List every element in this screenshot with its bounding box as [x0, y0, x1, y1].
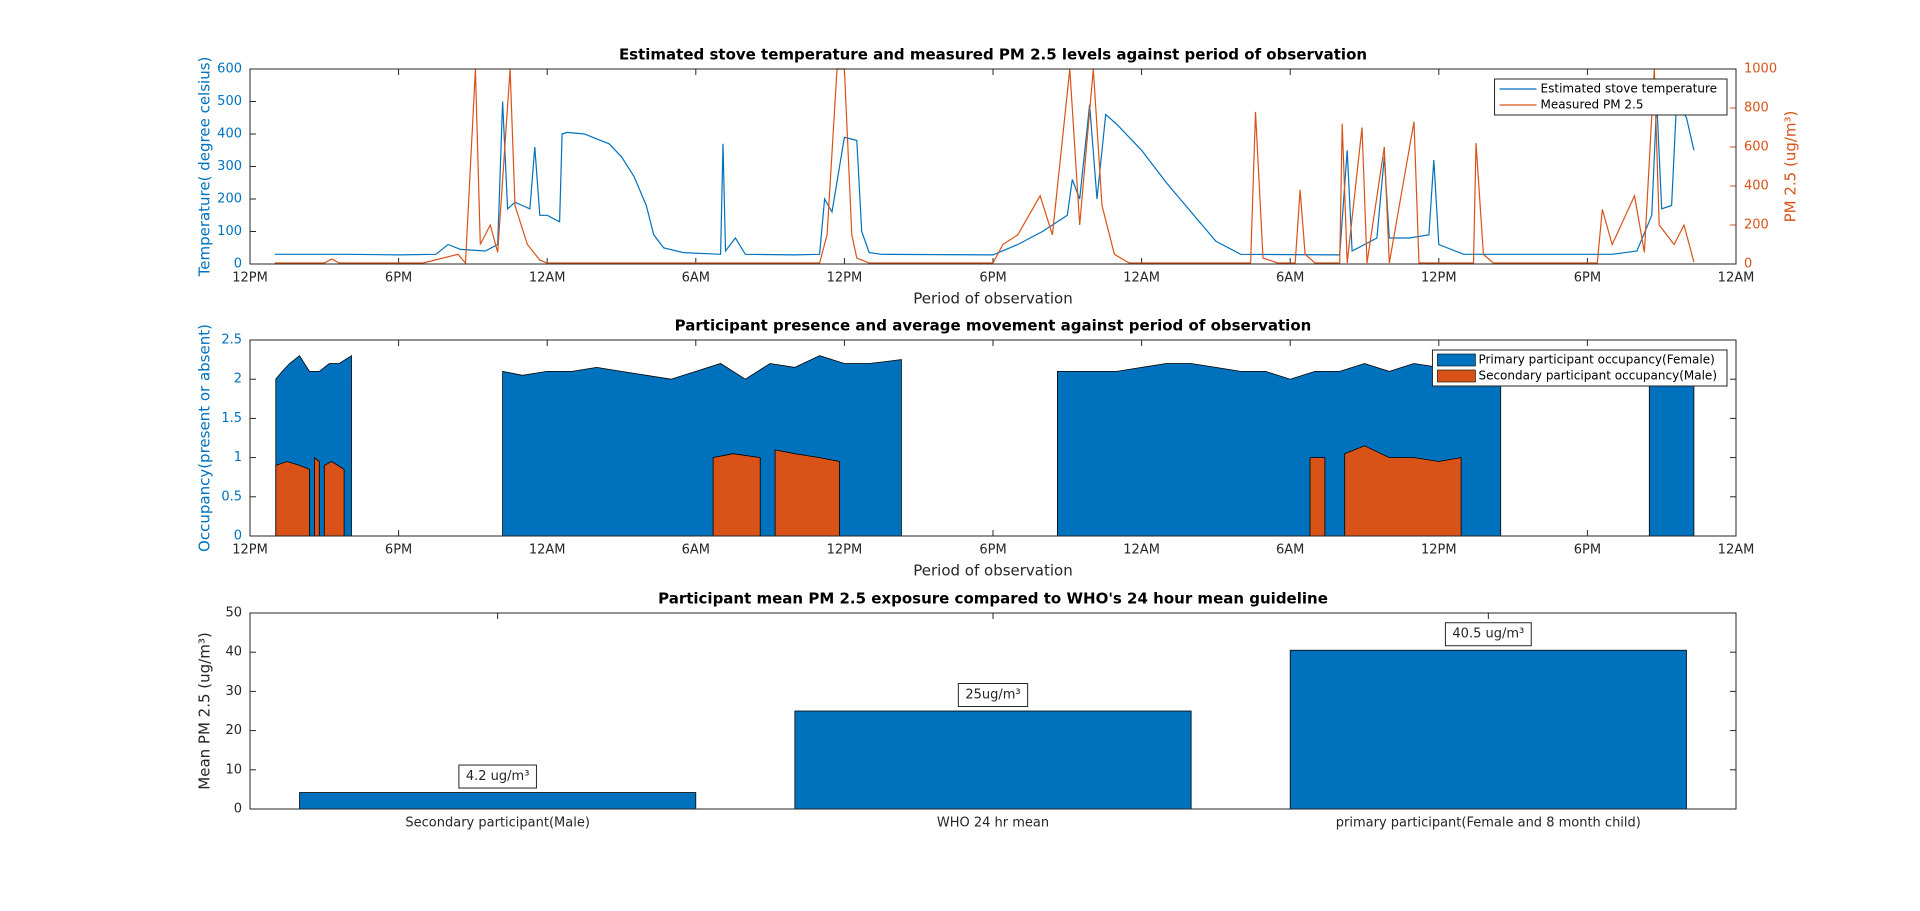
x-tick-label: 6PM	[979, 543, 1006, 558]
value-label-box	[458, 764, 537, 789]
panel: Participant presence and average movemen…	[196, 317, 1755, 580]
area-series	[275, 354, 1695, 537]
legend-label: Estimated stove temperature	[1541, 82, 1717, 96]
value-label: 40.5 ug/m³	[1452, 627, 1524, 642]
y-tick-label: 400	[217, 127, 242, 142]
x-tick-label: 12PM	[232, 271, 268, 286]
x-tick-label: 6PM	[1574, 543, 1601, 558]
x-tick-label: 12PM	[827, 543, 863, 558]
chart-title: Estimated stove temperature and measured…	[619, 46, 1367, 64]
x-tick-label: 6PM	[979, 271, 1006, 286]
value-label: 4.2 ug/m³	[466, 769, 530, 784]
y-tick-label: 0.5	[221, 489, 242, 504]
legend-label: Primary participant occupancy(Female)	[1478, 353, 1714, 367]
legend: Primary participant occupancy(Female) Sec…	[1431, 349, 1728, 387]
x-tick-label: 6PM	[385, 543, 412, 558]
legend-swatch	[1437, 353, 1476, 367]
x-tick-label: 6AM	[1276, 271, 1304, 286]
axes-box	[249, 339, 1737, 537]
x-tick-label: 12PM	[1421, 271, 1457, 286]
value-label: 25ug/m³	[965, 688, 1020, 703]
x-tick-label: 12PM	[232, 543, 268, 558]
y-tick-label: 30	[225, 684, 242, 699]
x-tick-label: 6AM	[1276, 543, 1304, 558]
x-tick-label: 6AM	[682, 543, 710, 558]
y-axis-label: Mean PM 2.5 (ug/m³)	[196, 632, 214, 789]
y-tick-label: 40	[225, 645, 242, 660]
bar	[299, 792, 697, 810]
y-tick-label: 20	[225, 723, 242, 738]
legend-swatch	[1437, 369, 1476, 383]
x-tick-label: 12PM	[827, 271, 863, 286]
y2-tick-label: 600	[1744, 140, 1769, 155]
x-tick-label: 12PM	[1421, 543, 1457, 558]
bar	[794, 710, 1192, 810]
chart-title: Participant presence and average movemen…	[675, 317, 1312, 335]
x-tick-label: 12AM	[1718, 543, 1755, 558]
legend-label: Secondary participant occupancy(Male)	[1478, 369, 1717, 383]
legend-label: Measured PM 2.5	[1541, 98, 1644, 112]
panel: Participant mean PM 2.5 exposure compare…	[196, 590, 1737, 831]
y2-tick-label: 0	[1744, 257, 1752, 272]
y-tick-label: 1	[234, 450, 242, 465]
y2-tick-label: 1000	[1744, 62, 1777, 77]
x-tick-label: 12AM	[1718, 271, 1755, 286]
legend-box	[1431, 349, 1728, 387]
x-tick-label: 12AM	[529, 271, 566, 286]
legend-box	[1494, 78, 1728, 116]
y-tick-label: 2	[234, 372, 242, 387]
y-tick-label: 2.5	[221, 333, 242, 348]
panel: Estimated stove temperature and measured…	[196, 46, 1800, 308]
x-tick-label: WHO 24 hr mean	[937, 816, 1049, 831]
y-tick-label: 600	[217, 62, 242, 77]
axes-box	[249, 68, 1737, 265]
bar	[1289, 649, 1687, 810]
area-series	[275, 445, 1462, 537]
x-tick-label: 6AM	[682, 271, 710, 286]
x-axis-label: Period of observation	[913, 290, 1072, 308]
x-axis-label: Period of observation	[913, 562, 1072, 580]
y2-tick-label: 800	[1744, 101, 1769, 116]
y-tick-label: 100	[217, 224, 242, 239]
y-tick-label: 10	[225, 762, 242, 777]
y-tick-label: 0	[234, 529, 242, 544]
x-tick-label: primary participant(Female and 8 month c…	[1336, 816, 1641, 831]
x-tick-label: 6PM	[1574, 271, 1601, 286]
y-axis-label: Occupancy(present or absent)	[196, 324, 214, 552]
value-label-box	[957, 683, 1029, 707]
y-tick-label: 50	[225, 606, 242, 621]
y2-axis-label: PM 2.5 (ug/m³)	[1782, 111, 1800, 223]
line-series	[274, 68, 1695, 265]
x-tick-label: 12AM	[1123, 271, 1160, 286]
y2-tick-label: 400	[1744, 179, 1769, 194]
value-label-box	[1444, 622, 1532, 647]
y-axis-label: Temperature( degree celsius)	[196, 57, 214, 278]
y-tick-label: 500	[217, 94, 242, 109]
y-tick-label: 1.5	[221, 411, 242, 426]
x-tick-label: 6PM	[385, 271, 412, 286]
chart-title: Participant mean PM 2.5 exposure compare…	[658, 590, 1328, 608]
line-series	[274, 99, 1695, 256]
axes-box	[249, 612, 1737, 810]
y-tick-label: 200	[217, 192, 242, 207]
y2-tick-label: 200	[1744, 218, 1769, 233]
x-tick-label: 12AM	[529, 543, 566, 558]
legend: Estimated stove temperature Measured PM 2…	[1494, 78, 1728, 116]
x-tick-label: 12AM	[1123, 543, 1160, 558]
x-tick-label: Secondary participant(Male)	[405, 816, 590, 831]
y-tick-label: 300	[217, 159, 242, 174]
y-tick-label: 0	[234, 257, 242, 272]
y-tick-label: 0	[234, 802, 242, 817]
